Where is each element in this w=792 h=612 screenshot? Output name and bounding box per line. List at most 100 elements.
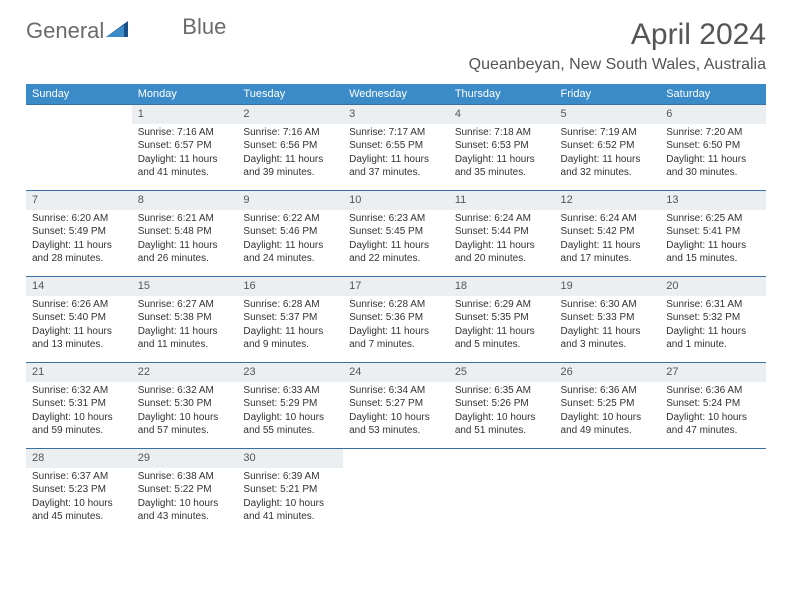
calendar-day-cell: 24Sunrise: 6:34 AMSunset: 5:27 PMDayligh…	[343, 363, 449, 449]
weekday-header: Sunday	[26, 84, 132, 105]
calendar-week-row: 1Sunrise: 7:16 AMSunset: 6:57 PMDaylight…	[26, 105, 766, 191]
day-content: Sunrise: 7:16 AMSunset: 6:57 PMDaylight:…	[132, 124, 238, 182]
day-content: Sunrise: 6:38 AMSunset: 5:22 PMDaylight:…	[132, 468, 238, 526]
calendar-body: 1Sunrise: 7:16 AMSunset: 6:57 PMDaylight…	[26, 105, 766, 535]
day-number: 4	[449, 105, 555, 124]
calendar-day-cell: 28Sunrise: 6:37 AMSunset: 5:23 PMDayligh…	[26, 449, 132, 535]
calendar-day-cell: 4Sunrise: 7:18 AMSunset: 6:53 PMDaylight…	[449, 105, 555, 191]
calendar-day-cell	[449, 449, 555, 535]
weekday-header-row: SundayMondayTuesdayWednesdayThursdayFrid…	[26, 84, 766, 105]
day-content: Sunrise: 6:28 AMSunset: 5:37 PMDaylight:…	[237, 296, 343, 354]
day-number: 30	[237, 449, 343, 468]
calendar-day-cell: 10Sunrise: 6:23 AMSunset: 5:45 PMDayligh…	[343, 191, 449, 277]
day-number: 16	[237, 277, 343, 296]
day-number: 13	[660, 191, 766, 210]
location: Queanbeyan, New South Wales, Australia	[469, 56, 766, 74]
day-number: 1	[132, 105, 238, 124]
day-content: Sunrise: 6:22 AMSunset: 5:46 PMDaylight:…	[237, 210, 343, 268]
calendar-table: SundayMondayTuesdayWednesdayThursdayFrid…	[26, 84, 766, 535]
weekday-header: Monday	[132, 84, 238, 105]
calendar-day-cell	[26, 105, 132, 191]
day-number: 9	[237, 191, 343, 210]
day-number: 26	[555, 363, 661, 382]
day-content: Sunrise: 6:27 AMSunset: 5:38 PMDaylight:…	[132, 296, 238, 354]
calendar-day-cell	[660, 449, 766, 535]
logo-triangle-icon	[106, 19, 132, 44]
calendar-week-row: 14Sunrise: 6:26 AMSunset: 5:40 PMDayligh…	[26, 277, 766, 363]
day-number: 27	[660, 363, 766, 382]
calendar-day-cell: 25Sunrise: 6:35 AMSunset: 5:26 PMDayligh…	[449, 363, 555, 449]
day-content: Sunrise: 7:20 AMSunset: 6:50 PMDaylight:…	[660, 124, 766, 182]
day-number: 17	[343, 277, 449, 296]
calendar-day-cell: 29Sunrise: 6:38 AMSunset: 5:22 PMDayligh…	[132, 449, 238, 535]
calendar-day-cell: 8Sunrise: 6:21 AMSunset: 5:48 PMDaylight…	[132, 191, 238, 277]
day-content: Sunrise: 7:17 AMSunset: 6:55 PMDaylight:…	[343, 124, 449, 182]
day-number: 23	[237, 363, 343, 382]
day-content: Sunrise: 6:32 AMSunset: 5:31 PMDaylight:…	[26, 382, 132, 440]
calendar-day-cell: 5Sunrise: 7:19 AMSunset: 6:52 PMDaylight…	[555, 105, 661, 191]
day-number: 3	[343, 105, 449, 124]
day-content: Sunrise: 7:16 AMSunset: 6:56 PMDaylight:…	[237, 124, 343, 182]
weekday-header: Wednesday	[343, 84, 449, 105]
calendar-day-cell: 26Sunrise: 6:36 AMSunset: 5:25 PMDayligh…	[555, 363, 661, 449]
day-number: 18	[449, 277, 555, 296]
weekday-header: Thursday	[449, 84, 555, 105]
day-content: Sunrise: 6:26 AMSunset: 5:40 PMDaylight:…	[26, 296, 132, 354]
day-number: 5	[555, 105, 661, 124]
day-content: Sunrise: 6:29 AMSunset: 5:35 PMDaylight:…	[449, 296, 555, 354]
calendar-day-cell: 11Sunrise: 6:24 AMSunset: 5:44 PMDayligh…	[449, 191, 555, 277]
day-number: 7	[26, 191, 132, 210]
day-content: Sunrise: 6:30 AMSunset: 5:33 PMDaylight:…	[555, 296, 661, 354]
calendar-day-cell: 22Sunrise: 6:32 AMSunset: 5:30 PMDayligh…	[132, 363, 238, 449]
day-content: Sunrise: 7:19 AMSunset: 6:52 PMDaylight:…	[555, 124, 661, 182]
logo: General Blue	[26, 18, 226, 44]
calendar-day-cell: 12Sunrise: 6:24 AMSunset: 5:42 PMDayligh…	[555, 191, 661, 277]
calendar-day-cell: 6Sunrise: 7:20 AMSunset: 6:50 PMDaylight…	[660, 105, 766, 191]
day-content: Sunrise: 6:36 AMSunset: 5:25 PMDaylight:…	[555, 382, 661, 440]
calendar-day-cell: 27Sunrise: 6:36 AMSunset: 5:24 PMDayligh…	[660, 363, 766, 449]
day-content: Sunrise: 6:20 AMSunset: 5:49 PMDaylight:…	[26, 210, 132, 268]
day-number: 24	[343, 363, 449, 382]
day-number: 11	[449, 191, 555, 210]
day-number: 29	[132, 449, 238, 468]
calendar-day-cell: 21Sunrise: 6:32 AMSunset: 5:31 PMDayligh…	[26, 363, 132, 449]
calendar-day-cell	[343, 449, 449, 535]
title-block: April 2024 Queanbeyan, New South Wales, …	[469, 18, 766, 74]
calendar-day-cell: 20Sunrise: 6:31 AMSunset: 5:32 PMDayligh…	[660, 277, 766, 363]
weekday-header: Friday	[555, 84, 661, 105]
day-content: Sunrise: 6:24 AMSunset: 5:44 PMDaylight:…	[449, 210, 555, 268]
weekday-header: Saturday	[660, 84, 766, 105]
day-content: Sunrise: 6:21 AMSunset: 5:48 PMDaylight:…	[132, 210, 238, 268]
day-content: Sunrise: 6:34 AMSunset: 5:27 PMDaylight:…	[343, 382, 449, 440]
day-content: Sunrise: 6:36 AMSunset: 5:24 PMDaylight:…	[660, 382, 766, 440]
calendar-day-cell: 9Sunrise: 6:22 AMSunset: 5:46 PMDaylight…	[237, 191, 343, 277]
day-content: Sunrise: 6:24 AMSunset: 5:42 PMDaylight:…	[555, 210, 661, 268]
day-number: 25	[449, 363, 555, 382]
calendar-week-row: 28Sunrise: 6:37 AMSunset: 5:23 PMDayligh…	[26, 449, 766, 535]
calendar-day-cell: 7Sunrise: 6:20 AMSunset: 5:49 PMDaylight…	[26, 191, 132, 277]
day-number: 20	[660, 277, 766, 296]
weekday-header: Tuesday	[237, 84, 343, 105]
day-content: Sunrise: 6:31 AMSunset: 5:32 PMDaylight:…	[660, 296, 766, 354]
day-number: 2	[237, 105, 343, 124]
calendar-day-cell	[555, 449, 661, 535]
day-number: 14	[26, 277, 132, 296]
day-content: Sunrise: 6:28 AMSunset: 5:36 PMDaylight:…	[343, 296, 449, 354]
calendar-day-cell: 17Sunrise: 6:28 AMSunset: 5:36 PMDayligh…	[343, 277, 449, 363]
logo-word2: Blue	[182, 14, 226, 40]
calendar-day-cell: 15Sunrise: 6:27 AMSunset: 5:38 PMDayligh…	[132, 277, 238, 363]
day-number: 22	[132, 363, 238, 382]
day-content: Sunrise: 6:33 AMSunset: 5:29 PMDaylight:…	[237, 382, 343, 440]
day-content: Sunrise: 6:35 AMSunset: 5:26 PMDaylight:…	[449, 382, 555, 440]
calendar-day-cell: 18Sunrise: 6:29 AMSunset: 5:35 PMDayligh…	[449, 277, 555, 363]
calendar-week-row: 7Sunrise: 6:20 AMSunset: 5:49 PMDaylight…	[26, 191, 766, 277]
calendar-day-cell: 1Sunrise: 7:16 AMSunset: 6:57 PMDaylight…	[132, 105, 238, 191]
day-number: 8	[132, 191, 238, 210]
calendar-day-cell: 30Sunrise: 6:39 AMSunset: 5:21 PMDayligh…	[237, 449, 343, 535]
day-content: Sunrise: 7:18 AMSunset: 6:53 PMDaylight:…	[449, 124, 555, 182]
calendar-day-cell: 3Sunrise: 7:17 AMSunset: 6:55 PMDaylight…	[343, 105, 449, 191]
day-content: Sunrise: 6:23 AMSunset: 5:45 PMDaylight:…	[343, 210, 449, 268]
day-number: 19	[555, 277, 661, 296]
month-title: April 2024	[469, 18, 766, 52]
calendar-day-cell: 16Sunrise: 6:28 AMSunset: 5:37 PMDayligh…	[237, 277, 343, 363]
